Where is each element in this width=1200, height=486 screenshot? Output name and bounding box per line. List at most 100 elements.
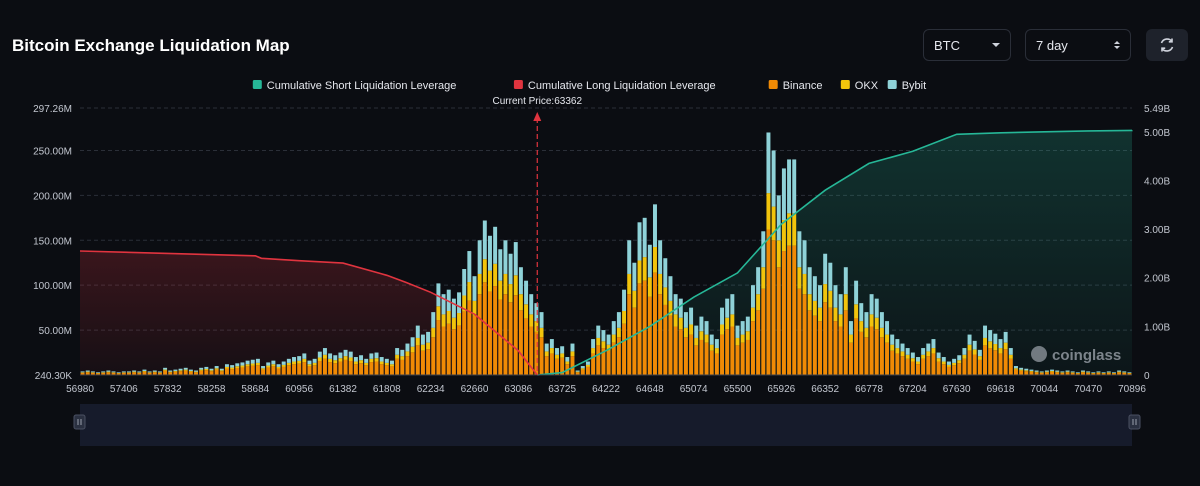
bar-okx	[379, 361, 384, 365]
bar-okx	[833, 307, 838, 322]
asset-select[interactable]: BTC	[923, 29, 1011, 61]
bar-stack	[781, 168, 786, 375]
bar-bybit	[333, 355, 338, 361]
bar-okx	[761, 267, 766, 289]
bar-stack	[807, 267, 812, 375]
legend-item-binance: Binance	[768, 80, 823, 92]
bar-stack	[864, 312, 869, 375]
bar-bybit	[972, 340, 977, 350]
bar-stack	[199, 367, 204, 375]
bar-binance	[173, 371, 178, 375]
bar-stack	[364, 358, 369, 375]
bar-binance	[936, 361, 941, 375]
bar-okx	[668, 300, 673, 316]
bar-stack	[90, 371, 95, 375]
bar-bybit	[405, 343, 410, 352]
bar-binance	[972, 354, 977, 375]
bar-binance	[183, 370, 188, 375]
x-tick-label: 62234	[417, 384, 445, 395]
bar-binance	[900, 356, 905, 375]
bar-binance	[668, 315, 673, 375]
bar-stack	[916, 357, 920, 375]
bar-okx	[132, 371, 137, 373]
bar-bybit	[426, 331, 431, 343]
bar-bybit	[96, 372, 101, 373]
bar-binance	[312, 365, 317, 375]
bar-okx	[518, 294, 523, 311]
period-select[interactable]: 7 day	[1025, 29, 1131, 61]
bar-bybit	[1106, 371, 1111, 373]
bar-binance	[441, 326, 446, 375]
coinglass-logo	[1031, 346, 1047, 362]
bar-bybit	[322, 348, 327, 355]
bar-binance	[1081, 372, 1085, 375]
bar-bybit	[1050, 369, 1055, 371]
bar-stack	[441, 294, 446, 375]
current-price-label: Current Price:63362	[493, 96, 583, 107]
bar-bybit	[1070, 371, 1075, 373]
zoom-handle-left[interactable]	[73, 414, 86, 430]
cumulative-areas	[80, 130, 1132, 375]
bar-stack	[1111, 372, 1116, 375]
bar-okx	[281, 364, 286, 367]
bar-okx	[214, 368, 219, 370]
bar-bybit	[931, 339, 936, 349]
bar-bybit	[1039, 371, 1044, 373]
bar-stack	[395, 348, 400, 375]
bar-bybit	[812, 276, 817, 301]
bar-bybit	[364, 358, 369, 363]
bar-okx	[415, 337, 420, 346]
bar-stack	[544, 343, 549, 375]
refresh-button[interactable]	[1146, 29, 1188, 61]
bar-stack	[157, 371, 162, 375]
zoom-handle-right[interactable]	[1128, 414, 1141, 430]
bar-bybit	[555, 348, 559, 355]
bar-stack	[885, 321, 890, 375]
bar-stack	[513, 242, 518, 375]
bar-binance	[812, 315, 817, 375]
bar-binance	[632, 307, 637, 375]
bar-binance	[869, 326, 874, 375]
bar-okx	[410, 346, 415, 353]
bar-stack	[1075, 372, 1080, 375]
bar-binance	[353, 364, 358, 375]
bar-bybit	[683, 312, 688, 328]
bar-binance	[451, 329, 456, 375]
bar-stack	[333, 355, 338, 375]
bar-stack	[457, 292, 462, 375]
zoom-slider[interactable]	[73, 404, 1141, 446]
bar-okx	[627, 273, 632, 295]
bar-bybit	[467, 251, 472, 283]
bar-bybit	[833, 285, 838, 308]
bar-stack	[101, 371, 106, 375]
bar-binance	[988, 348, 993, 375]
bar-binance	[998, 353, 1003, 375]
bar-okx	[735, 337, 740, 346]
legend-label: Cumulative Short Liquidation Leverage	[267, 80, 457, 92]
bar-binance	[683, 337, 688, 375]
legend-label: Binance	[783, 80, 823, 92]
bar-binance	[993, 350, 998, 375]
bar-bybit	[178, 368, 183, 371]
bar-binance	[879, 337, 884, 375]
bar-bybit	[854, 280, 859, 305]
bar-bybit	[420, 334, 425, 345]
y-right-tick-label: 3.00B	[1144, 225, 1170, 236]
bar-stack	[838, 294, 843, 375]
bar-okx	[374, 358, 379, 362]
bar-binance	[1086, 372, 1091, 375]
bar-okx	[147, 372, 152, 373]
bar-stack	[730, 294, 735, 375]
bar-bybit	[1101, 372, 1106, 373]
bar-okx	[338, 358, 343, 362]
bar-okx	[977, 356, 982, 360]
bar-bybit	[1111, 372, 1116, 373]
bar-bybit	[580, 366, 585, 369]
bar-okx	[673, 314, 678, 327]
bar-stack	[446, 289, 451, 375]
bar-stack	[874, 298, 879, 375]
bar-okx	[859, 321, 864, 332]
bar-binance	[446, 323, 451, 375]
bar-binance	[132, 372, 137, 375]
bar-stack	[374, 352, 379, 375]
